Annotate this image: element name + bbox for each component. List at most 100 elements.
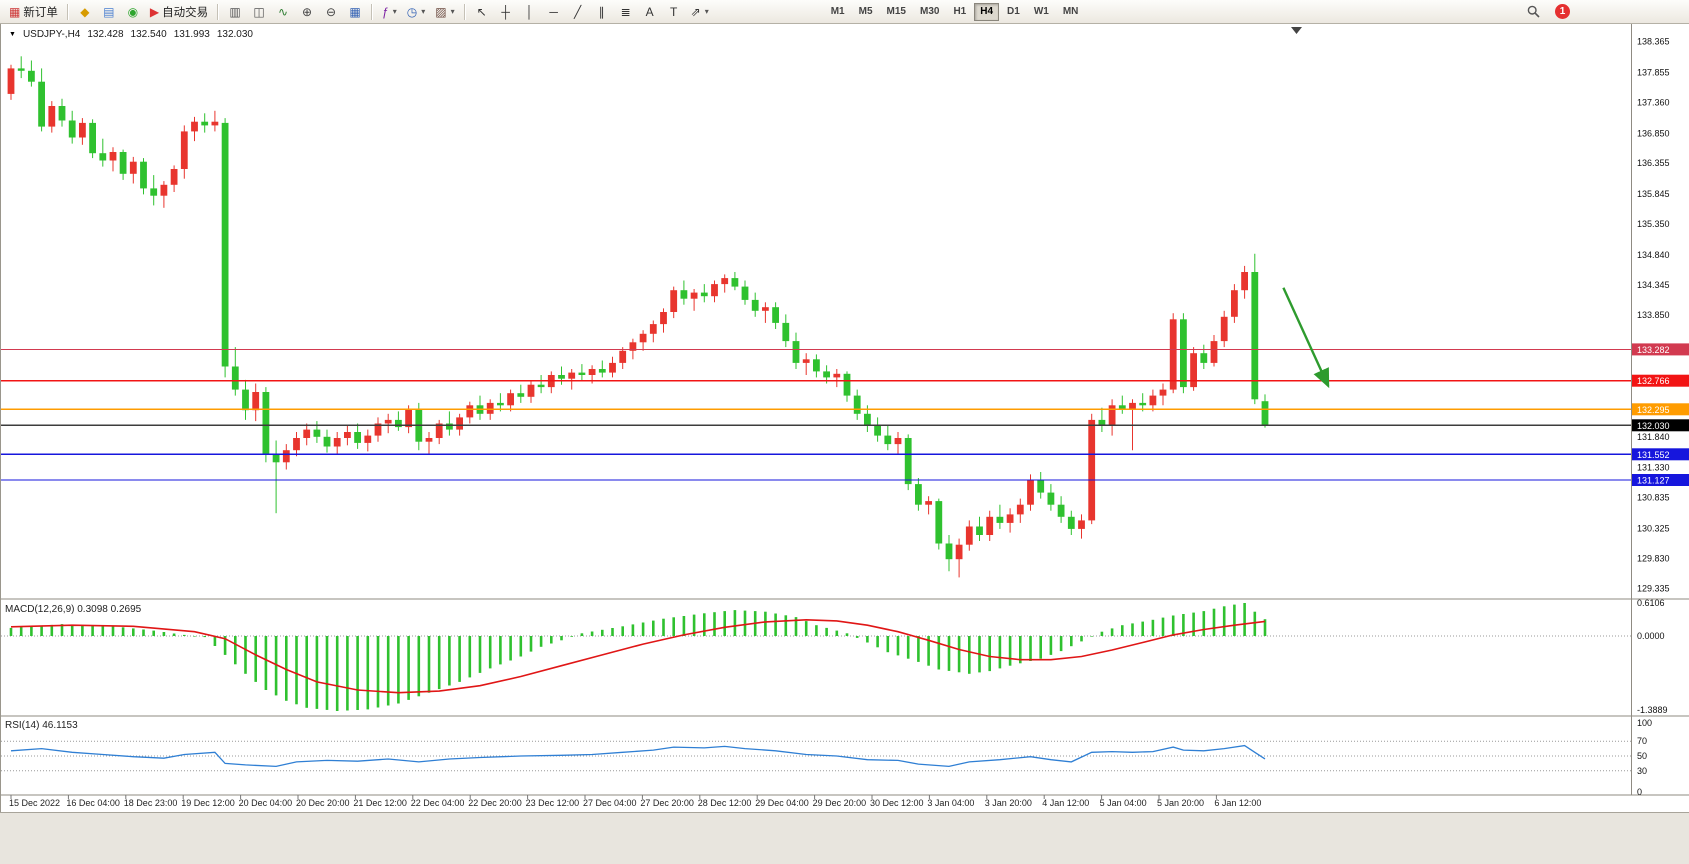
svg-text:132.295: 132.295	[1637, 405, 1670, 415]
timeframe-m15-button[interactable]: M15	[881, 3, 912, 21]
macd-histogram-bar	[397, 636, 400, 704]
svg-text:100: 100	[1637, 718, 1652, 728]
time-axis-label: 22 Dec 04:00	[411, 798, 465, 808]
timeframe-m5-button[interactable]: M5	[853, 3, 879, 21]
profile-button[interactable]: ◆	[74, 2, 96, 22]
crosshair-icon: ┼	[501, 4, 510, 19]
macd-histogram-bar	[366, 636, 370, 710]
vertical-line-button[interactable]: │	[519, 2, 541, 22]
svg-text:0: 0	[1637, 787, 1642, 797]
macd-histogram-bar	[162, 632, 166, 636]
timeframe-h1-button[interactable]: H1	[947, 3, 972, 21]
time-axis-label: 15 Dec 2022	[9, 798, 60, 808]
trendline-button[interactable]: ╱	[567, 2, 589, 22]
macd-histogram-bar	[478, 636, 482, 673]
indicators-button[interactable]: ƒ ▾	[378, 2, 401, 22]
navigator-icon: ◉	[127, 4, 139, 19]
macd-histogram-bar	[998, 636, 1002, 669]
time-axis-label: 5 Jan 20:00	[1157, 798, 1204, 808]
chart-shift-marker[interactable]	[1291, 27, 1302, 34]
pane-separators[interactable]	[1, 598, 1689, 796]
macd-histogram-bar	[437, 636, 441, 690]
crosshair-button[interactable]: ┼	[495, 2, 517, 22]
macd-histogram-bar	[968, 636, 971, 674]
macd-histogram-bar	[570, 636, 573, 637]
macd-histogram-bar	[417, 636, 421, 697]
timeframe-d1-button[interactable]: D1	[1001, 3, 1026, 21]
candlestick-chart-button[interactable]: ◫	[248, 2, 270, 22]
horizontal-line-objects[interactable]	[1, 348, 1631, 481]
macd-histogram-bar	[1039, 636, 1042, 659]
macd-histogram-bar	[957, 636, 961, 673]
macd-histogram-bar	[1222, 606, 1226, 636]
text-button[interactable]: A	[639, 2, 661, 22]
cursor-button[interactable]: ↖	[471, 2, 493, 22]
macd-histogram-bar	[234, 636, 237, 665]
horizontal-line-icon: ─	[549, 4, 558, 19]
tile-windows-icon: ▦	[349, 4, 361, 19]
macd-histogram-bar	[1049, 636, 1053, 655]
macd-histogram-bar	[285, 636, 288, 701]
trend-arrow-annotation[interactable]	[1282, 287, 1330, 389]
candlestick-chart-icon: ◫	[253, 4, 265, 19]
bar-chart-button[interactable]: ▥	[224, 2, 246, 22]
search-button[interactable]	[1518, 1, 1548, 23]
new-order-icon: ▦	[9, 4, 21, 19]
price-tag: 132.766	[1632, 374, 1689, 387]
macd-histogram-bar	[70, 624, 74, 636]
macd-histogram-bar	[325, 636, 329, 710]
timeframe-m1-button[interactable]: M1	[825, 3, 851, 21]
templates-button[interactable]: ▨ ▾	[431, 2, 458, 22]
ohlc-open: 132.428	[87, 29, 124, 40]
ohlc-close: 132.030	[216, 29, 253, 40]
dropdown-caret-icon: ▾	[450, 7, 455, 16]
time-axis-label: 5 Jan 04:00	[1100, 798, 1147, 808]
zoom-in-button[interactable]: ⊕	[296, 2, 318, 22]
svg-text:-1.3889: -1.3889	[1637, 705, 1668, 715]
macd-histogram-bar	[448, 636, 451, 686]
periods-button[interactable]: ◷ ▾	[403, 2, 430, 22]
timeframe-h4-button[interactable]: H4	[974, 2, 1000, 21]
auto-trading-button[interactable]: ▶ 自动交易	[146, 2, 212, 22]
window-bottom-margin	[0, 812, 1689, 864]
price-chart-canvas[interactable]: MACD(12,26,9) 0.3098 0.2695 RSI(14) 46.11…	[1, 24, 1689, 812]
dropdown-caret-icon: ▾	[392, 7, 397, 16]
time-axis-label: 27 Dec 04:00	[583, 798, 637, 808]
timeframe-w1-button[interactable]: W1	[1028, 3, 1055, 21]
macd-histogram-bar	[254, 636, 257, 682]
timeframe-mn-button[interactable]: MN	[1057, 3, 1085, 21]
price-axis-label: 137.855	[1637, 67, 1670, 77]
timeframe-m30-button[interactable]: M30	[914, 3, 945, 21]
time-axis-label: 18 Dec 23:00	[124, 798, 178, 808]
channel-button[interactable]: ∥	[591, 2, 613, 22]
fibonacci-button[interactable]: ≣	[615, 2, 637, 22]
macd-histogram-bar	[866, 636, 869, 643]
vertical-line-icon: │	[525, 4, 534, 19]
horizontal-line-button[interactable]: ─	[543, 2, 565, 22]
zoom-out-button[interactable]: ⊖	[320, 2, 342, 22]
new-order-button[interactable]: ▦ 新订单	[5, 2, 62, 22]
one-click-collapse-icon[interactable]: ▼	[9, 31, 16, 38]
svg-text:70: 70	[1637, 736, 1647, 746]
notification-badge[interactable]: 1	[1555, 4, 1570, 19]
tile-windows-button[interactable]: ▦	[344, 2, 366, 22]
macd-histogram-bar	[682, 616, 686, 636]
macd-histogram-bar	[784, 615, 788, 636]
macd-histogram-bar	[692, 614, 696, 636]
time-axis[interactable]: 15 Dec 2022 16 Dec 04:00 18 Dec 23:00 19 De…	[9, 795, 1261, 808]
navigator-button[interactable]: ◉	[122, 2, 144, 22]
toolbar-separator	[66, 3, 69, 20]
macd-histogram-bar	[1161, 617, 1165, 636]
search-icon	[1527, 5, 1540, 18]
text-label-button[interactable]: T	[663, 2, 685, 22]
macd-histogram-bar	[825, 627, 828, 636]
macd-histogram-bar	[407, 636, 410, 700]
macd-histogram-bar	[172, 633, 176, 636]
arrows-button[interactable]: ⇗ ▾	[687, 2, 713, 22]
auto-trading-label: 自动交易	[162, 6, 209, 19]
price-axis[interactable]: 138.365 137.855 137.360 136.850 136.355 135.8…	[1631, 24, 1689, 797]
line-chart-button[interactable]: ∿	[272, 2, 294, 22]
trendline-icon: ╱	[574, 4, 582, 19]
macd-histogram-bar	[539, 636, 543, 647]
market-watch-button[interactable]: ▤	[98, 2, 120, 22]
